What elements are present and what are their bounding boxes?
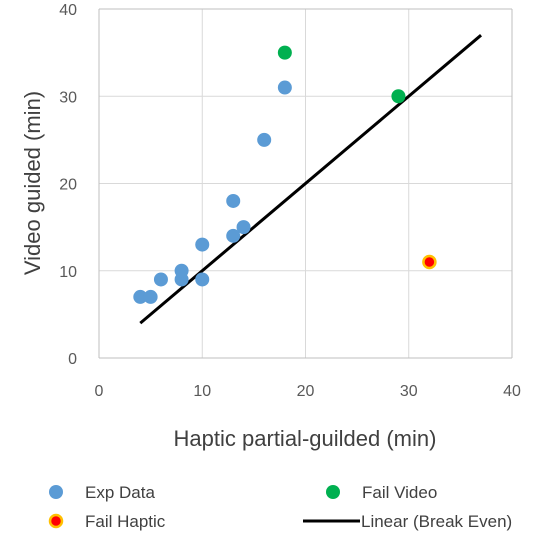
exp-data-point [195,237,210,252]
y-tick-label: 10 [59,264,77,281]
exp-data-point [236,220,251,235]
x-tick-label: 20 [297,383,315,400]
exp-data-point [143,289,158,304]
break-even-line-layer [139,34,482,325]
tick-labels: 0 10 20 30 40 0 10 20 30 40 [59,2,521,400]
legend-swatch-fail-haptic [48,513,64,529]
y-axis-title: Video guided (min) [20,91,45,275]
x-tick-label: 0 [95,383,104,400]
legend-swatch-fail-video [326,485,340,499]
exp-data-point [133,289,148,304]
fail-video-point [391,89,406,104]
fail-video-point [277,45,292,60]
fail-haptic-point [422,254,437,270]
exp-data-point [195,272,210,287]
y-tick-label: 30 [59,89,77,106]
y-tick-label: 20 [59,177,77,194]
exp-data-point [277,80,292,95]
x-tick-label: 10 [193,383,211,400]
y-tick-label: 40 [59,2,77,19]
axes [98,8,513,359]
exp-data-point [257,132,272,147]
exp-data-point [153,272,168,287]
exp-data-point [174,263,189,278]
legend-label-exp-data: Exp Data [85,483,155,502]
x-axis-title: Haptic partial-guilded (min) [174,426,437,451]
break-even-line [139,34,482,325]
legend-label-fail-video: Fail Video [362,483,437,502]
legend: Exp Data Fail Video Fail Haptic Linear (Bre… [48,483,512,531]
x-tick-label: 30 [400,383,418,400]
exp-data-point [226,228,241,243]
y-tick-label: 0 [68,351,77,368]
exp-data-point [226,193,241,208]
x-tick-label: 40 [503,383,521,400]
legend-label-fail-haptic: Fail Haptic [85,512,166,531]
data-points [133,45,437,304]
legend-swatch-exp-data [49,485,63,499]
legend-label-linear-break-even: Linear (Break Even) [361,512,512,531]
